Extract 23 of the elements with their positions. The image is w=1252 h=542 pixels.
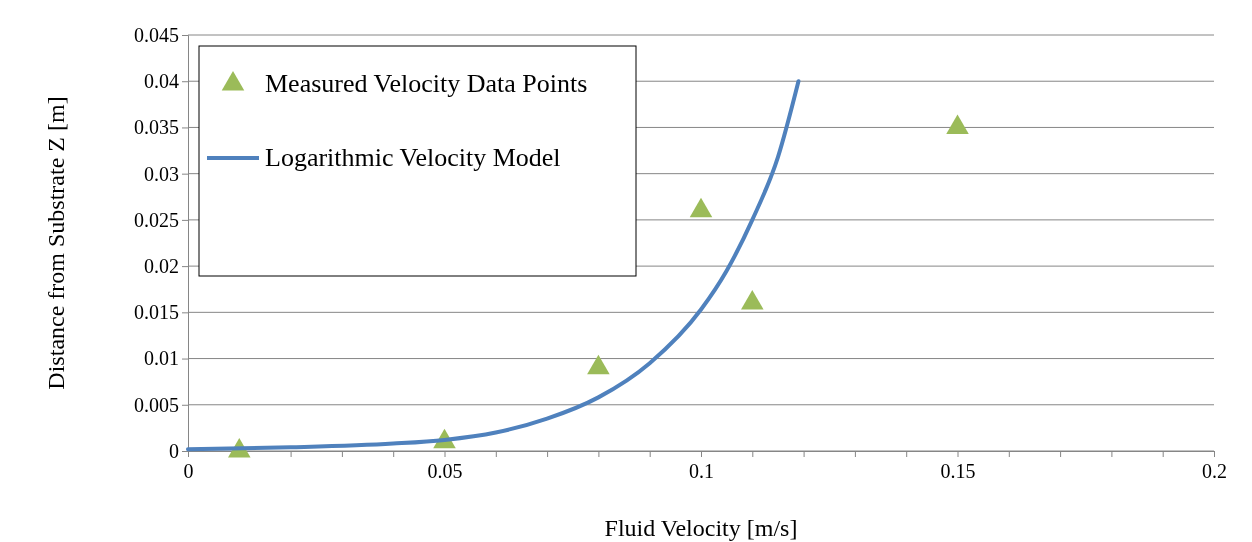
point [741,290,764,310]
x-axis-title: Fluid Velocity [m/s] [604,515,798,541]
y-tick-label: 0.005 [134,393,179,416]
x-tick-label: 0 [183,460,194,482]
legend-label: Measured Velocity Data Points [265,69,588,98]
y-tick-label: 0.015 [134,301,179,324]
y-tick-label: 0.01 [144,347,179,370]
x-tick-label: 0.1 [689,460,714,482]
x-tick-label: 0.05 [427,460,463,482]
y-tick-label: 0 [169,439,179,462]
legend-label: Logarithmic Velocity Model [265,143,561,172]
point [689,197,713,218]
y-axis-title: Distance from Substrate Z [m] [43,96,69,390]
y-tick-label: 0.035 [134,116,179,139]
y-tick-label: 0.04 [144,70,179,93]
point [946,114,969,134]
y-tick-label: 0.045 [134,23,179,46]
x-tick-label: 0.2 [1202,460,1227,482]
y-tick-label: 0.02 [144,255,179,278]
y-tick-label: 0.025 [134,208,179,231]
point [587,354,610,375]
x-tick-label: 0.15 [940,460,976,482]
y-tick-label: 0.03 [144,162,179,185]
